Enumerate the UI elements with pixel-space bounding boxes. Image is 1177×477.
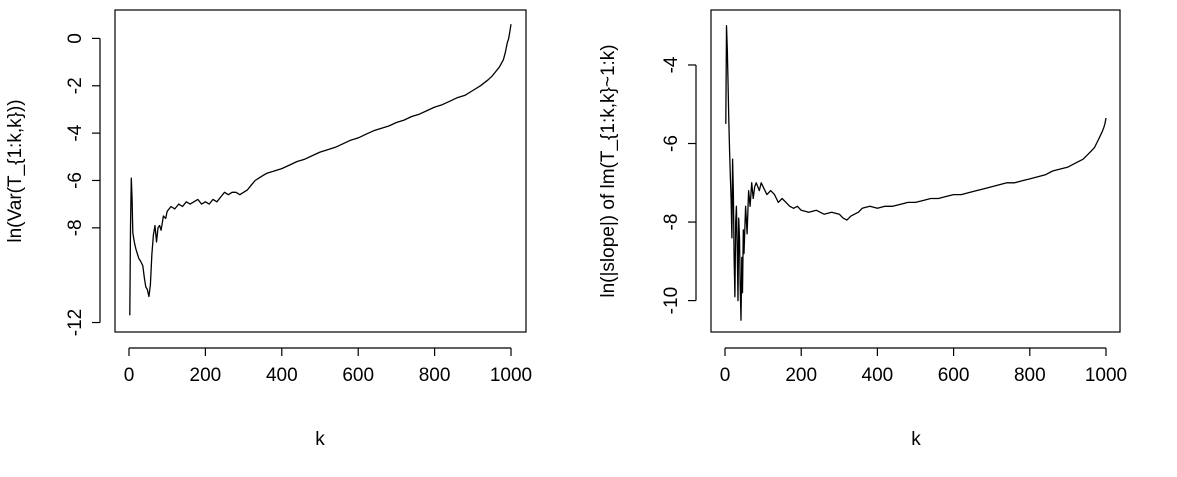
y-tick-label: -12 — [65, 309, 86, 336]
chart-panel-right: 0 200 400 600 800 1000 -4 -6 -8 -10 k ln(|slope|… — [598, 9, 1127, 450]
x-axis-ticks: 0 200 400 600 800 1000 — [720, 347, 1127, 386]
y-tick-label: 0 — [65, 33, 86, 44]
x-axis-label: k — [911, 429, 921, 450]
plot-frame — [710, 9, 1121, 333]
x-tick-label: 400 — [266, 365, 298, 386]
y-tick-label: -6 — [661, 135, 682, 152]
series-line — [129, 24, 512, 316]
x-tick-label: 800 — [1014, 365, 1046, 386]
plot-frame — [114, 9, 527, 333]
series-line — [725, 25, 1107, 321]
x-tick-label: 1000 — [490, 365, 532, 386]
x-tick-label: 200 — [785, 365, 817, 386]
x-tick-label: 800 — [419, 365, 451, 386]
y-tick-label: -4 — [661, 56, 682, 73]
x-tick-label: 600 — [938, 365, 970, 386]
y-tick-label: -8 — [661, 214, 682, 231]
x-tick-label: 200 — [190, 365, 222, 386]
y-axis-label: ln(Var(T_{1:k,k})) — [5, 99, 26, 242]
x-tick-label: 600 — [342, 365, 374, 386]
y-axis-ticks: 0 -2 -4 -6 -8 -12 — [65, 33, 101, 336]
x-tick-label: 0 — [720, 365, 731, 386]
y-axis-label: ln(|slope|) of lm(T_{1:k,k}~1:k) — [598, 44, 619, 297]
y-tick-label: -2 — [65, 77, 86, 94]
y-tick-label: -8 — [65, 219, 86, 236]
x-tick-label: 400 — [862, 365, 894, 386]
y-tick-label: -4 — [65, 124, 86, 141]
x-axis-label: k — [315, 429, 325, 450]
y-axis-ticks: -4 -6 -8 -10 — [661, 56, 697, 314]
x-tick-label: 1000 — [1085, 365, 1127, 386]
y-tick-label: -10 — [661, 287, 682, 314]
x-axis-ticks: 0 200 400 600 800 1000 — [124, 347, 532, 386]
x-tick-label: 0 — [124, 365, 135, 386]
y-tick-label: -6 — [65, 172, 86, 189]
chart-panel-left: 0 200 400 600 800 1000 0 -2 -4 -6 -8 -12 k ln(Var(… — [5, 9, 532, 450]
